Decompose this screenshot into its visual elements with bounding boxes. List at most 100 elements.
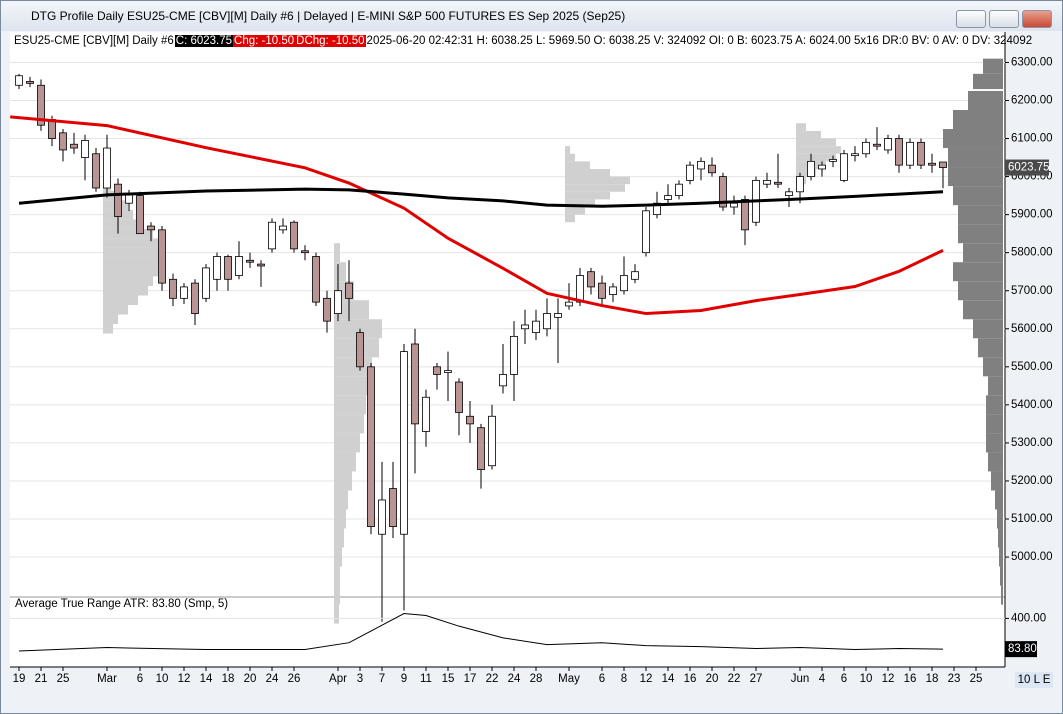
x-tick-label: 15 (442, 673, 455, 685)
x-tick-label: 12 (882, 673, 895, 685)
volume-profile-bar (999, 547, 1003, 567)
candle-body (895, 138, 903, 166)
candle-body (785, 191, 793, 197)
y-tick-label: 6300.00 (1011, 56, 1053, 68)
maximize-button[interactable] (989, 10, 1019, 28)
profile-bar (103, 257, 161, 267)
footer-label[interactable]: 10 L E (1018, 674, 1051, 686)
volume-profile-bar (995, 490, 1003, 510)
candle-body (906, 141, 914, 166)
candle-body (81, 140, 89, 158)
profile-bar (334, 604, 339, 624)
title-bar: DTG Profile Daily ESU25-CME [CBV][M] Dai… (1, 1, 1062, 31)
profile-bar (334, 547, 342, 567)
candle-body (301, 250, 309, 254)
volume-profile-bar (986, 414, 1003, 434)
candle-body (136, 195, 144, 235)
candle-body (92, 153, 100, 189)
atr-line (18, 613, 944, 652)
candle-body (873, 143, 881, 147)
profile-bar (334, 433, 360, 453)
x-tick-label: Jun (791, 673, 810, 685)
volume-profile-bar (948, 148, 1003, 168)
volume-profile-bar (991, 471, 1003, 491)
candle-body (664, 195, 672, 200)
x-tick-label: Mar (97, 673, 117, 685)
candle-body (521, 324, 529, 330)
x-tick-label: 25 (57, 673, 70, 685)
profile-bar (334, 509, 346, 529)
profile-bar (334, 376, 368, 396)
profile-bar (565, 184, 625, 192)
candle-body (587, 271, 595, 288)
profile-bar (334, 414, 364, 434)
atr-title: Average True Range ATR: 83.80 (Smp, 5) (15, 598, 228, 610)
volume-profile-bar (953, 262, 1003, 282)
quote-header: ESU25-CME [CBV][M] Daily #6 C: 6023.75 Chg… (13, 34, 1033, 49)
profile-bar (103, 247, 163, 258)
candle-body (862, 141, 870, 155)
x-tick-label: 10 (860, 673, 873, 685)
volume-profile-bar (968, 90, 1003, 110)
y-tick-label: 5600.00 (1011, 323, 1053, 335)
candle-body (686, 164, 694, 181)
quote-details: 2025-06-20 02:42:31 H: 6038.25 L: 5969.5… (366, 35, 1033, 47)
profile-bar (796, 168, 816, 177)
candle-body (642, 210, 650, 254)
candle-body (840, 153, 848, 181)
x-tick-label: 8 (621, 673, 627, 685)
profile-bar (334, 262, 346, 282)
last-value-box (1005, 641, 1037, 658)
candle-body (378, 499, 386, 535)
candle-body (411, 343, 419, 425)
volume-profile-bar (973, 319, 1003, 339)
profile-bar (334, 585, 340, 605)
candle-body (169, 278, 177, 299)
candle-body (422, 396, 430, 432)
profile-bar (334, 243, 340, 263)
y-tick-label: 5500.00 (1011, 361, 1053, 373)
window-title: DTG Profile Daily ESU25-CME [CBV][M] Dai… (31, 9, 626, 23)
candle-body (796, 176, 804, 193)
candle-body (59, 132, 67, 151)
volume-profile-bar (988, 376, 1003, 396)
candle-body (158, 229, 166, 284)
candle-body (653, 202, 661, 216)
candle-body (675, 183, 683, 197)
candle-body (26, 81, 34, 84)
candle-body (433, 366, 441, 375)
candle-body (829, 159, 837, 162)
volume-profile-bar (958, 205, 1003, 225)
x-tick-label: 23 (948, 673, 961, 685)
candle-body (609, 286, 617, 295)
x-tick-label: 16 (904, 673, 917, 685)
candle-body (730, 202, 738, 208)
volume-profile-bar (953, 186, 1003, 206)
profile-bar (103, 324, 113, 334)
candle-body (455, 381, 463, 413)
last-price-label: 6023.75 (1008, 162, 1050, 174)
volume-profile-bar (997, 509, 1003, 529)
candle-body (213, 256, 221, 280)
candle-body (257, 263, 265, 267)
volume-profile-bar (983, 357, 1003, 377)
profile-bar (565, 176, 630, 185)
volume-profile-bar (988, 452, 1003, 472)
close-button[interactable] (1022, 10, 1052, 28)
y-tick-label: 5200.00 (1011, 475, 1053, 487)
x-tick-label: 24 (266, 673, 279, 685)
candle-body (15, 75, 23, 86)
profile-bar (565, 191, 610, 200)
candle-body (180, 286, 188, 299)
minimize-button[interactable] (956, 10, 986, 28)
x-tick-label: 22 (486, 673, 499, 685)
candle-body (532, 320, 540, 333)
profile-bar (565, 146, 570, 154)
y-tick-label: 5300.00 (1011, 437, 1053, 449)
x-tick-label: 12 (178, 673, 191, 685)
candle-body (235, 256, 243, 276)
y-tick-label: 5100.00 (1011, 513, 1053, 525)
profile-bar (103, 295, 138, 305)
candle-body (851, 153, 859, 157)
volume-profile-bar (978, 338, 1003, 358)
